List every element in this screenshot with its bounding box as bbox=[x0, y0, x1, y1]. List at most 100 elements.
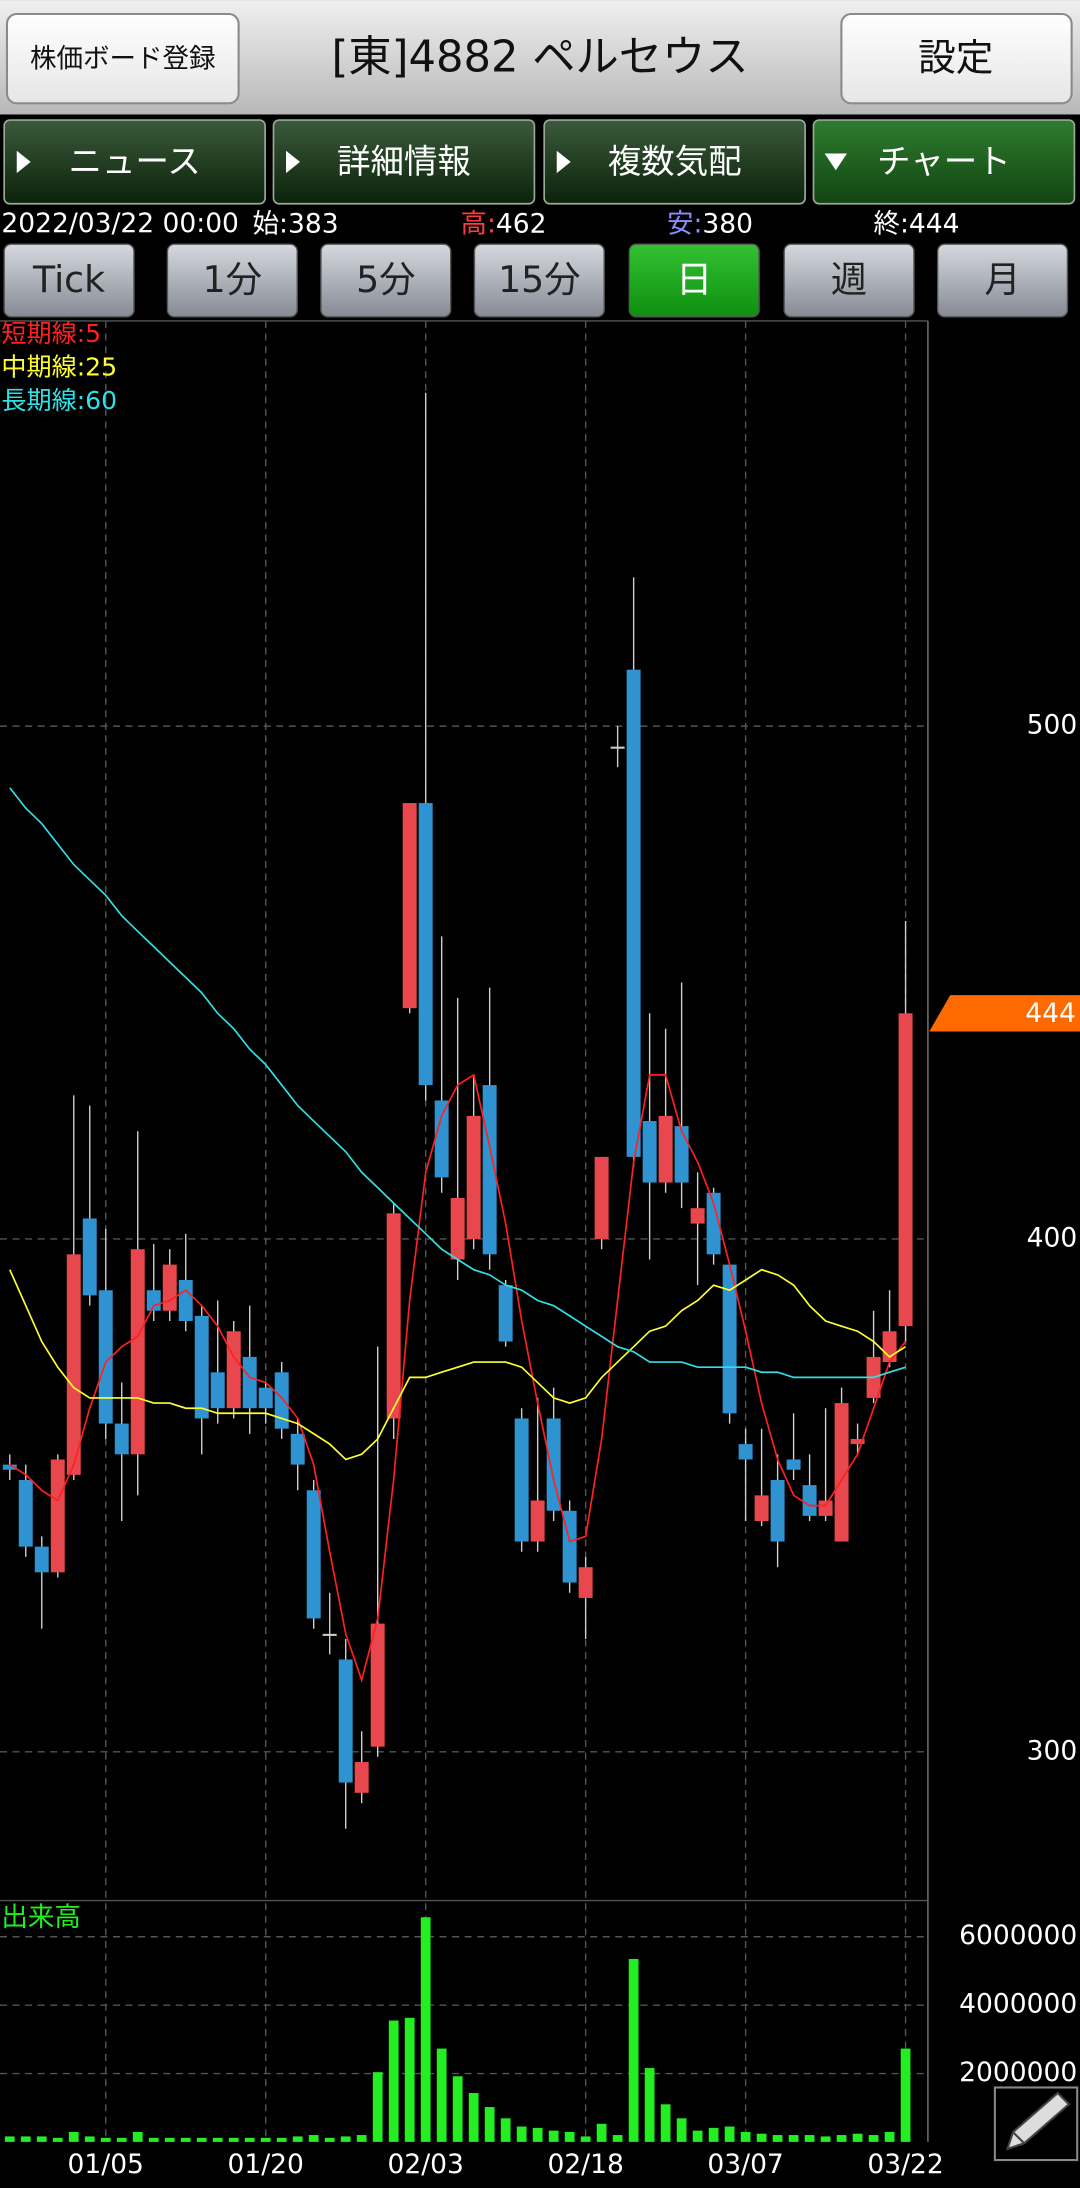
candle-body bbox=[370, 1623, 385, 1747]
volume-bar bbox=[420, 1917, 431, 2142]
candle-body bbox=[402, 803, 417, 1009]
volume-bar bbox=[148, 2137, 159, 2142]
candle-body bbox=[722, 1264, 737, 1414]
date-label: 03/07 bbox=[707, 2149, 783, 2180]
moving-average-line bbox=[9, 787, 906, 1379]
candle-body bbox=[114, 1423, 129, 1455]
candle-body bbox=[130, 1249, 145, 1455]
period-label: 1分 bbox=[203, 258, 262, 301]
last-price-tag bbox=[929, 995, 1080, 1032]
info-item: 高:462 bbox=[460, 208, 546, 239]
volume-bar bbox=[452, 2076, 463, 2142]
volume-tick-label: 6000000 bbox=[959, 1920, 1077, 1951]
candle-body bbox=[530, 1500, 545, 1542]
period-button[interactable]: 5分 bbox=[320, 243, 452, 318]
period-background[interactable] bbox=[166, 243, 298, 318]
tab-background[interactable] bbox=[543, 119, 806, 205]
volume-bar bbox=[884, 2131, 895, 2142]
volume-bar bbox=[324, 2137, 335, 2142]
tab[interactable]: ニュース bbox=[3, 119, 266, 205]
period-background[interactable] bbox=[783, 243, 915, 318]
period-background[interactable] bbox=[320, 243, 452, 318]
candle-body bbox=[338, 1659, 353, 1783]
volume-bar bbox=[708, 2127, 719, 2142]
candle-body bbox=[258, 1387, 273, 1409]
volume-bar bbox=[292, 2136, 303, 2142]
volume-bar bbox=[356, 2135, 367, 2142]
volume-bar bbox=[276, 2137, 287, 2142]
volume-bar bbox=[836, 2135, 847, 2142]
board-register-button[interactable] bbox=[5, 12, 240, 105]
period-background[interactable] bbox=[628, 243, 760, 318]
tab[interactable]: 詳細情報 bbox=[272, 119, 536, 205]
volume-bar bbox=[612, 2135, 623, 2142]
candle-body bbox=[754, 1495, 769, 1522]
tab-arrow bbox=[16, 150, 31, 174]
period-button[interactable]: 日 bbox=[628, 243, 760, 318]
candle-body bbox=[322, 1633, 337, 1636]
tab[interactable]: チャート bbox=[812, 119, 1076, 205]
volume-bar bbox=[900, 2048, 911, 2142]
settings-button[interactable] bbox=[840, 12, 1073, 105]
board-register-label: 株価ボード登録 bbox=[30, 44, 216, 75]
candle-body bbox=[690, 1208, 705, 1224]
volume-bar bbox=[4, 2136, 15, 2142]
tab[interactable]: 複数気配 bbox=[543, 119, 806, 205]
period-label: 15分 bbox=[498, 258, 580, 301]
tab-background[interactable] bbox=[812, 119, 1076, 205]
candle-body bbox=[82, 1218, 97, 1296]
candle-body bbox=[178, 1279, 193, 1322]
volume-bar bbox=[116, 2137, 127, 2142]
period-button[interactable]: 週 bbox=[783, 243, 915, 318]
period-button[interactable]: 1分 bbox=[166, 243, 298, 318]
volume-bar bbox=[468, 2093, 479, 2142]
volume-bar bbox=[36, 2136, 47, 2142]
period-label: Tick bbox=[32, 258, 105, 301]
candle-body bbox=[834, 1403, 849, 1542]
period-button[interactable]: 月 bbox=[936, 243, 1069, 318]
volume-bar bbox=[804, 2135, 815, 2142]
info-value: 383 bbox=[288, 208, 339, 239]
candle-body bbox=[498, 1285, 513, 1342]
tab-label: ニュース bbox=[69, 142, 201, 181]
info-value: 462 bbox=[496, 208, 547, 239]
volume-bar bbox=[132, 2131, 143, 2142]
candle-body bbox=[610, 746, 625, 749]
candle-body bbox=[434, 1100, 449, 1178]
period-button[interactable]: 15分 bbox=[473, 243, 605, 318]
period-background[interactable] bbox=[936, 243, 1069, 318]
candle-body bbox=[642, 1121, 657, 1183]
volume-bar bbox=[484, 2107, 495, 2142]
volume-bar bbox=[180, 2137, 191, 2142]
volume-bar bbox=[532, 2127, 543, 2142]
period-background[interactable] bbox=[3, 243, 135, 318]
moving-average-line bbox=[9, 1268, 907, 1461]
volume-bar bbox=[596, 2123, 607, 2142]
last-price-label: 444 bbox=[1025, 998, 1076, 1029]
draw-tool-button[interactable] bbox=[993, 2086, 1079, 2162]
candle-body bbox=[306, 1490, 321, 1619]
price-tick-label: 300 bbox=[1027, 1735, 1078, 1766]
tab-label: 詳細情報 bbox=[337, 142, 471, 181]
volume-bar bbox=[852, 2133, 863, 2142]
tab-background[interactable] bbox=[3, 119, 266, 205]
volume-bar bbox=[164, 2137, 175, 2142]
candle-body bbox=[898, 1013, 913, 1327]
volume-bar bbox=[628, 1958, 639, 2142]
volume-tick-label: 2000000 bbox=[959, 2057, 1077, 2088]
volume-bar bbox=[644, 2068, 655, 2142]
candle-body bbox=[226, 1331, 241, 1409]
tab-background[interactable] bbox=[272, 119, 536, 205]
period-background[interactable] bbox=[473, 243, 605, 318]
volume-bar bbox=[580, 2136, 591, 2142]
candle-body bbox=[98, 1290, 113, 1424]
volume-bar bbox=[84, 2136, 95, 2142]
period-button[interactable]: Tick bbox=[3, 243, 135, 318]
info-value: 444 bbox=[909, 208, 960, 239]
volume-bar bbox=[500, 2118, 511, 2142]
pencil-icon bbox=[1005, 2091, 1071, 2151]
info-label: 安: bbox=[667, 208, 702, 239]
date-label: 02/18 bbox=[547, 2149, 623, 2180]
